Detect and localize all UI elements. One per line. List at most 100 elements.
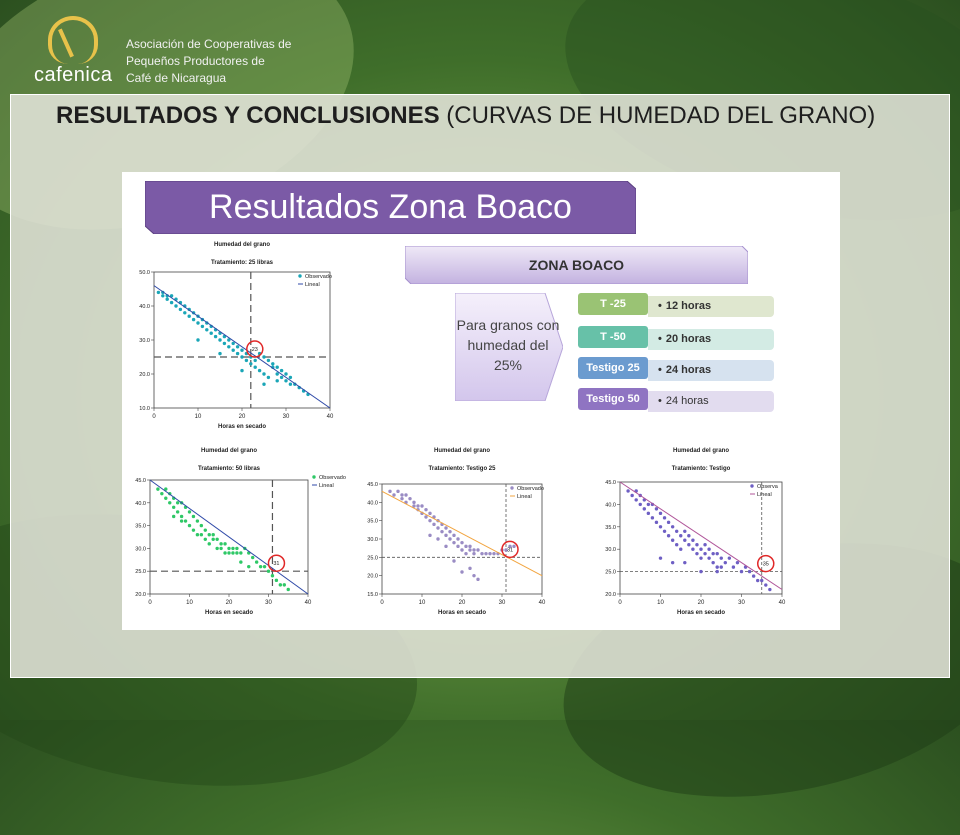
data-point <box>658 556 663 560</box>
data-point <box>699 569 703 574</box>
zona-banner <box>405 246 748 284</box>
callout-box <box>455 293 563 401</box>
highlight-circle <box>757 554 775 573</box>
data-point <box>691 538 695 542</box>
legend-marker <box>312 475 316 479</box>
y-tick-label: 35.0 <box>605 525 616 531</box>
data-point <box>400 493 404 497</box>
data-point <box>227 338 231 342</box>
chart-testigo: Humedad del grano Tratamiento: Testigo 0 10… <box>605 448 786 616</box>
legend-label: Lineal <box>319 483 334 489</box>
data-point <box>460 540 464 545</box>
data-point <box>472 548 476 552</box>
highlight-circle <box>267 554 286 572</box>
data-point <box>760 578 764 583</box>
data-point <box>156 290 161 295</box>
data-point <box>275 372 279 376</box>
data-point <box>274 578 279 583</box>
treatment-tag: Testigo 50 <box>578 388 648 410</box>
logo-word: cafenica <box>34 64 113 86</box>
data-point <box>703 543 707 547</box>
data-point <box>424 507 428 512</box>
data-point <box>675 543 679 547</box>
data-point <box>719 556 723 560</box>
data-point <box>646 511 651 516</box>
chart-title: Humedad del grano <box>673 448 729 454</box>
data-point <box>679 547 683 551</box>
data-point <box>739 569 744 574</box>
data-point <box>156 487 160 491</box>
data-point <box>472 551 476 556</box>
plot-area <box>381 483 543 595</box>
chart-testigo-25: Humedad del grano Tratamiento: Testigo 25… <box>367 448 546 616</box>
data-point <box>239 560 243 564</box>
treatment-tag: T -50 <box>578 326 648 348</box>
data-point <box>235 351 240 356</box>
y-tick-label: 45.0 <box>135 478 146 484</box>
data-point <box>231 551 235 555</box>
data-point <box>452 540 456 545</box>
data-point <box>687 534 691 538</box>
data-point <box>630 493 634 498</box>
data-point <box>707 556 711 560</box>
data-point <box>444 544 448 549</box>
x-tick-label: 30 <box>283 414 290 420</box>
data-point <box>219 542 223 546</box>
data-point <box>282 583 286 587</box>
data-point <box>278 583 283 587</box>
data-point <box>227 551 231 555</box>
data-point <box>723 560 727 565</box>
data-point <box>476 548 480 552</box>
drying-hours: 24 horas <box>648 360 774 381</box>
data-point <box>687 543 691 547</box>
data-point <box>288 382 293 386</box>
data-point <box>209 331 213 335</box>
data-point <box>675 529 679 533</box>
banner-label-wrap: Resultados Zona Boaco <box>145 181 636 234</box>
data-point <box>727 556 732 560</box>
data-point <box>169 300 174 305</box>
data-point <box>253 358 257 363</box>
x-axis-label: Horas en secado <box>205 610 253 616</box>
fit-line <box>153 285 331 409</box>
data-point <box>683 538 687 542</box>
data-point <box>388 489 392 494</box>
legend-label: Lineal <box>517 494 532 500</box>
y-tick-label: 20.0 <box>139 372 150 378</box>
data-point <box>191 514 196 519</box>
chart-subtitle: Tratamiento: 25 libras <box>211 260 274 266</box>
cafenica-logo: cafenica <box>30 16 120 88</box>
data-point <box>203 537 207 541</box>
data-point <box>211 533 215 537</box>
y-tick-label: 35.0 <box>135 524 146 530</box>
data-point <box>179 514 184 519</box>
header: cafenica Asociación de Cooperativas de P… <box>0 0 960 92</box>
data-point <box>715 565 719 569</box>
data-point <box>400 496 404 501</box>
data-point <box>211 537 215 541</box>
data-point <box>440 529 444 534</box>
y-tick-label: 20.0 <box>605 592 616 598</box>
data-point <box>244 358 249 363</box>
data-point <box>215 537 219 541</box>
data-point <box>275 365 279 369</box>
x-tick-label: 10 <box>419 600 426 606</box>
data-point <box>711 551 715 556</box>
legend-marker <box>298 274 302 278</box>
legend-label: Observa <box>757 484 779 490</box>
data-point <box>174 304 178 308</box>
data-point <box>275 379 279 383</box>
data-point <box>286 587 290 592</box>
data-point <box>691 547 695 551</box>
data-point <box>262 372 266 376</box>
data-point <box>658 525 663 529</box>
data-point <box>699 556 703 560</box>
x-tick-label: 40 <box>779 600 786 606</box>
fit-line <box>381 490 543 577</box>
data-point <box>468 548 472 552</box>
data-point <box>160 491 164 496</box>
data-point <box>662 516 667 520</box>
data-point <box>662 529 667 533</box>
zona-label-wrap: ZONA BOACO <box>405 246 748 284</box>
data-point <box>756 578 760 583</box>
